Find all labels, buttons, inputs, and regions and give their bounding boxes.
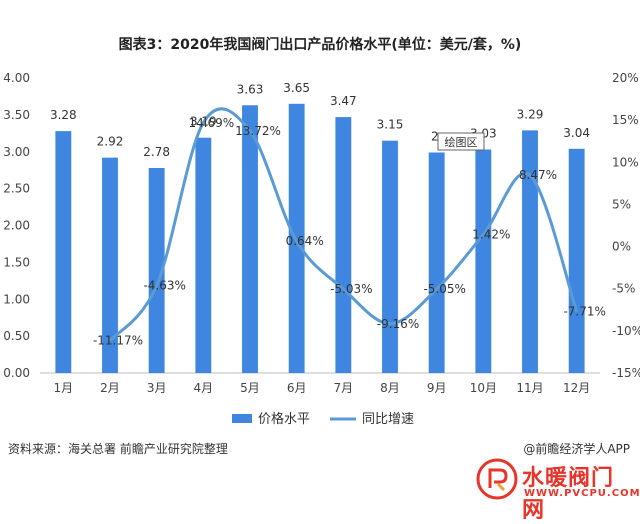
y-left-tick-label: 4.00	[3, 71, 30, 85]
credit-note: @前瞻经济学人APP	[523, 442, 630, 456]
y-right-tick-label: 15%	[612, 113, 639, 127]
bar	[522, 130, 538, 373]
bar-value-label: 3.29	[517, 107, 544, 121]
x-tick-label: 9月	[427, 381, 447, 395]
y-left-tick-label: 1.00	[3, 292, 30, 306]
y-right-tick-label: -10%	[612, 324, 640, 338]
bar-value-label: 2.92	[97, 135, 124, 149]
site-logo[interactable]: 水暖阀门网 WWW.PVCPU.COM	[476, 458, 640, 523]
line-value-label: 14.69%	[188, 116, 234, 130]
line-value-label: 8.47%	[519, 168, 557, 182]
line-value-label: -5.05%	[423, 282, 465, 296]
x-tick-label: 1月	[54, 381, 74, 395]
line-value-label: 0.64%	[286, 234, 324, 248]
bar	[428, 152, 445, 373]
x-tick-label: 10月	[470, 381, 497, 395]
bar	[475, 149, 492, 373]
line-value-label: 1.42%	[472, 228, 510, 242]
x-tick-label: 5月	[240, 381, 260, 395]
y-left-tick-label: 3.00	[3, 145, 30, 159]
y-left-tick-label: 3.50	[3, 108, 30, 122]
x-tick-label: 2月	[100, 381, 120, 395]
bar-value-label: 3.04	[563, 126, 590, 140]
chart-title: 图表3：2020年我国阀门出口产品价格水平(单位：美元/套，%)	[118, 37, 522, 53]
bar	[102, 157, 118, 373]
plot-area-tooltip	[437, 132, 485, 151]
x-tick-label: 11月	[516, 381, 543, 395]
logo-mark-icon	[476, 458, 518, 500]
bar	[148, 167, 165, 373]
bar	[242, 105, 258, 373]
legend-bar-swatch	[232, 414, 252, 423]
bar	[568, 148, 585, 373]
bar-value-label: 3.47	[330, 94, 357, 108]
line-value-label: -9.16%	[377, 317, 419, 331]
line-value-label: -7.71%	[563, 305, 605, 319]
y-right-tick-label: 10%	[612, 155, 639, 169]
growth-line	[108, 107, 579, 342]
line-value-label: -11.17%	[93, 334, 143, 348]
x-tick-label: 4月	[194, 381, 214, 395]
bar-value-label: 3.63	[237, 82, 264, 96]
plot-area-tooltip-text: 绘图区	[445, 135, 478, 149]
y-left-tick-label: 2.50	[3, 182, 30, 196]
bar-value-label: 3.28	[50, 108, 77, 122]
chart-canvas: 0.00 0.50 1.00 1.50 2.00 2.50 3.00 3.50 4.00 -15%…	[3, 71, 640, 427]
x-tick-label: 6月	[287, 381, 307, 395]
y-right-tick-label: 5%	[612, 197, 631, 211]
y-right-tick-label: -5%	[612, 282, 635, 296]
y-left-tick-label: 1.50	[3, 255, 30, 269]
y-right-tick-label: 0%	[612, 240, 631, 254]
bar-value-label: 3.15	[377, 118, 404, 132]
x-tick-label: 12月	[563, 381, 590, 395]
bar-value-label: 2.	[431, 129, 442, 143]
line-value-label: 13.72%	[235, 124, 281, 138]
legend-line-label: 同比增速	[362, 412, 414, 427]
bar-value-label: 3.19	[190, 115, 217, 129]
line-value-label: -5.03%	[330, 282, 372, 296]
bar	[335, 117, 352, 374]
bar-value-label: 3.65	[283, 81, 310, 95]
y-right-tick-label: -15%	[612, 366, 640, 380]
x-tick-label: 8月	[380, 381, 400, 395]
logo-url: WWW.PVCPU.COM	[524, 488, 640, 499]
y-left-tick-label: 0.50	[3, 329, 30, 343]
legend-bar-label: 价格水平	[258, 411, 310, 427]
line-value-label: -4.63%	[143, 279, 185, 293]
y-left-tick-label: 2.00	[3, 219, 30, 233]
bar	[195, 137, 212, 373]
source-note: 资料来源：海关总署 前瞻产业研究院整理	[8, 442, 228, 456]
bar	[382, 140, 398, 373]
bar-value-label: 2.78	[143, 145, 170, 159]
x-tick-label: 7月	[334, 381, 354, 395]
x-tick-label: 3月	[147, 381, 167, 395]
y-left-tick-label: 0.00	[3, 366, 30, 380]
y-right-tick-label: 20%	[612, 71, 639, 85]
bar	[55, 131, 72, 373]
